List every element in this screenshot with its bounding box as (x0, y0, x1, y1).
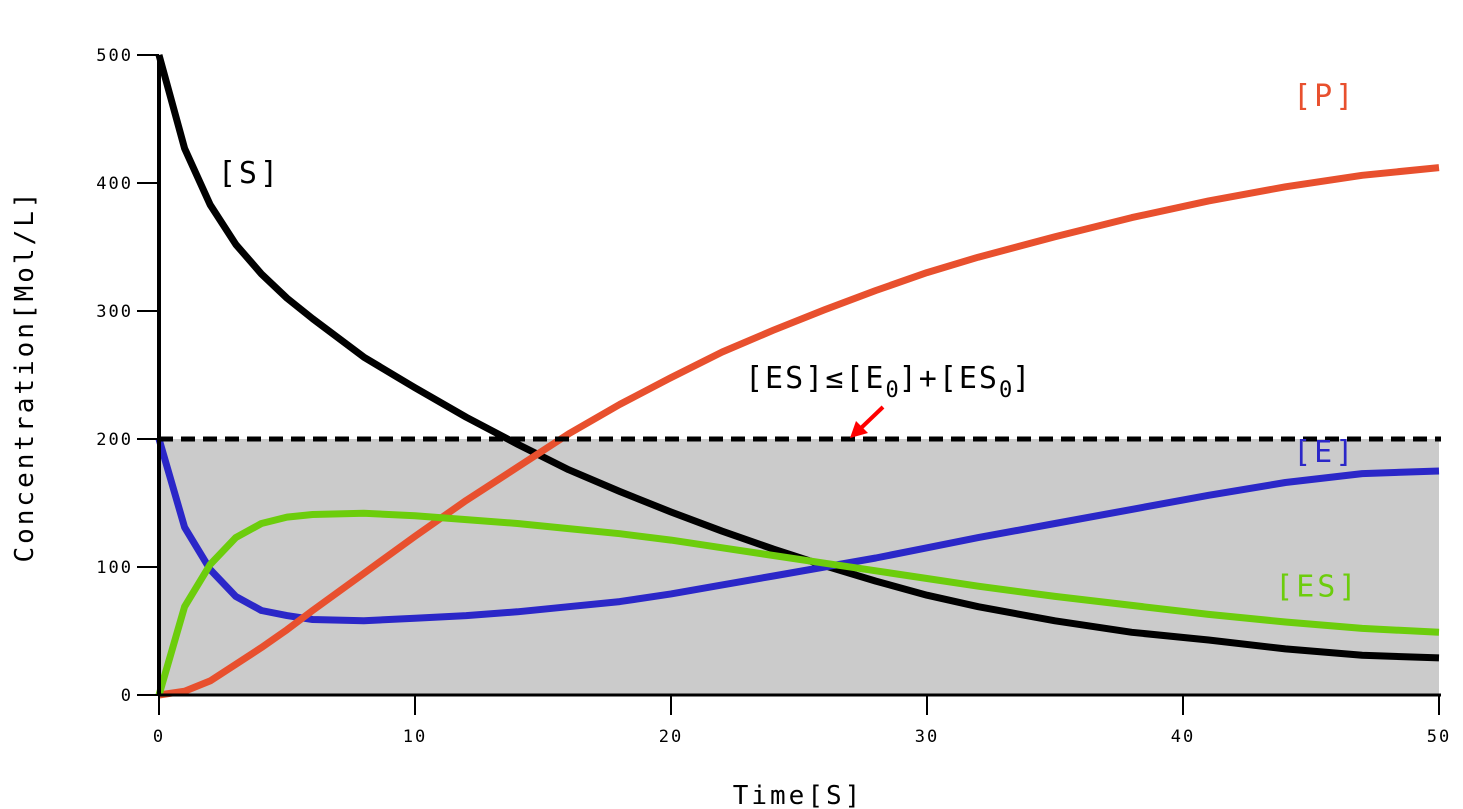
y-tick-label: 0 (121, 686, 133, 706)
series-line-0 (155, 54, 1440, 662)
series-label: [S] (218, 156, 281, 191)
y-tick-label: 300 (96, 302, 133, 322)
x-tick-label: 50 (1427, 727, 1451, 747)
y-axis-title: Concentration[Mol/L] (10, 189, 40, 562)
y-tick-label: 400 (96, 174, 133, 194)
axes: 0 100 200 300 400 500 0 10 20 30 40 50 (96, 46, 1451, 747)
bound-annotation-mid: ]+[ES (899, 361, 999, 396)
x-axis-title: Time[S] (733, 781, 864, 809)
y-tick-label: 500 (96, 46, 133, 66)
series-line-2 (155, 438, 1440, 625)
bound-arrow (850, 405, 885, 438)
region-below-bound (159, 439, 1439, 695)
bound-annotation-main: [ES]≤[E (745, 361, 885, 396)
x-tick-label: 30 (915, 727, 939, 747)
series-line-3 (155, 509, 1440, 696)
series-labels: [S] [P] [E] [ES] (218, 79, 1359, 604)
x-tick-label: 20 (659, 727, 683, 747)
x-tick-label: 0 (153, 727, 165, 747)
x-tick-label: 10 (403, 727, 427, 747)
x-tick-label: 40 (1171, 727, 1195, 747)
series-label: [P] (1293, 79, 1356, 114)
bound-annotation: [ES]≤[E0]+[ES0] (745, 361, 1032, 403)
y-tick-label: 200 (96, 430, 133, 450)
series-layer (155, 54, 1440, 699)
bound-annotation-sub1: 0 (885, 378, 898, 403)
y-tick-label: 100 (96, 558, 133, 578)
bound-annotation-end: ] (1012, 361, 1032, 396)
series-label: [ES] (1275, 569, 1359, 604)
series-label: [E] (1293, 435, 1356, 470)
series-line-1 (158, 164, 1440, 699)
bound-annotation-sub2: 0 (999, 378, 1012, 403)
